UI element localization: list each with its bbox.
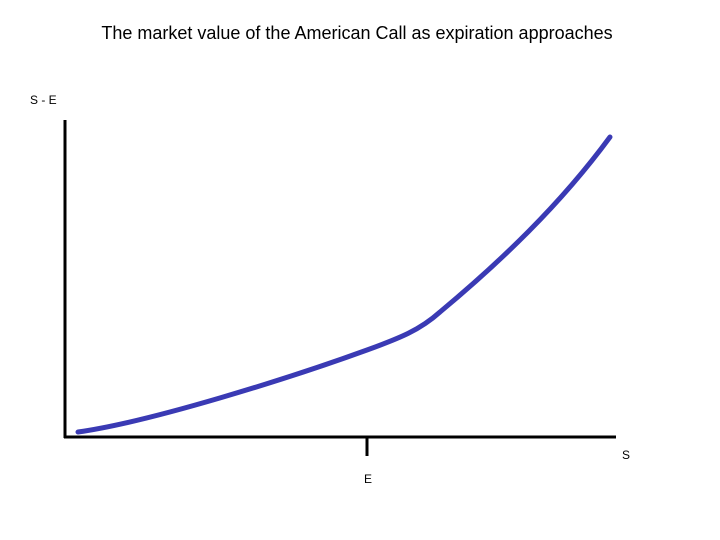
x-axis-label: S: [622, 448, 631, 462]
option-value-curve: [75, 134, 613, 435]
marker-label: E: [364, 472, 373, 486]
y-axis-label: S - E: [30, 93, 57, 107]
title: The market value of the American Call as…: [101, 23, 613, 43]
